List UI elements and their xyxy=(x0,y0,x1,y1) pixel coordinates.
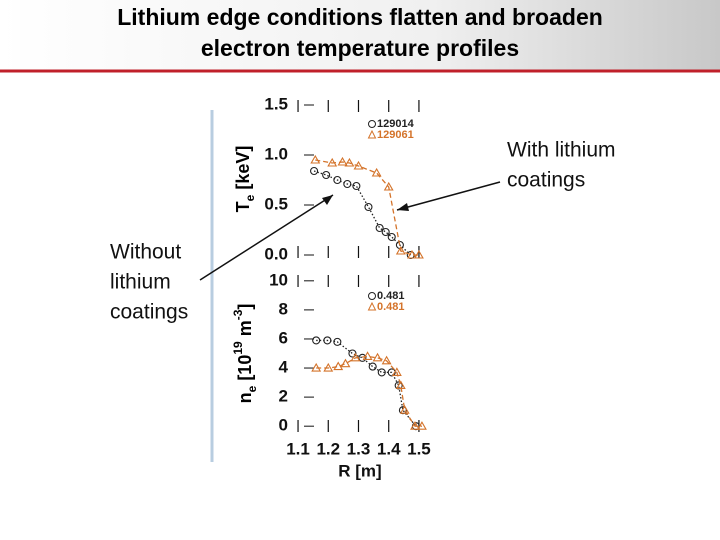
data-point xyxy=(348,349,357,358)
annotation: coatings xyxy=(110,301,188,324)
legend-marker xyxy=(367,129,377,139)
legend-marker xyxy=(368,292,376,300)
legend-label: 0.481 xyxy=(377,290,405,302)
data-point xyxy=(407,249,417,259)
arrow-head xyxy=(322,195,333,205)
data-point xyxy=(375,223,384,233)
legend-marker xyxy=(368,120,376,128)
y-axis-label-part: m xyxy=(235,320,255,341)
data-point xyxy=(333,361,344,371)
data-point xyxy=(387,368,396,377)
data-point xyxy=(337,156,348,166)
y-axis-label-part: e xyxy=(245,385,259,392)
arrow xyxy=(396,181,501,211)
y-tick-label: 0 xyxy=(279,416,288,435)
data-point xyxy=(333,337,342,346)
data-point xyxy=(312,336,321,345)
data-point xyxy=(417,421,427,430)
data-point xyxy=(377,368,386,377)
y-axis-label: Te [keV] xyxy=(233,146,257,213)
data-point xyxy=(310,154,321,164)
data-point xyxy=(364,202,373,212)
legend-marker xyxy=(367,301,377,311)
series-line xyxy=(315,159,419,256)
arrow xyxy=(199,194,334,281)
data-point xyxy=(368,362,377,371)
annotation: Without xyxy=(110,241,181,264)
header-band xyxy=(0,0,720,70)
data-point xyxy=(395,380,406,390)
data-point xyxy=(350,352,361,362)
data-point xyxy=(381,227,390,237)
data-point xyxy=(344,157,355,167)
y-tick-label: 10 xyxy=(269,270,288,289)
x-tick-label: 1.3 xyxy=(347,439,371,458)
y-axis-label-part: [keV] xyxy=(233,146,253,195)
y-axis-label-part: [10 xyxy=(235,355,255,386)
data-point xyxy=(395,245,406,255)
title-line: Lithium edge conditions flatten and broa… xyxy=(117,4,603,30)
x-tick-label: 1.5 xyxy=(407,439,431,458)
y-tick-label: 4 xyxy=(279,358,289,377)
data-point xyxy=(410,421,420,430)
x-tick-label: 1.2 xyxy=(316,439,340,458)
data-point xyxy=(310,166,319,176)
data-point xyxy=(381,355,392,365)
data-point xyxy=(323,362,334,372)
data-point xyxy=(327,157,338,167)
data-point xyxy=(352,181,361,191)
data-point xyxy=(311,362,322,372)
y-axis-label-part: e xyxy=(243,194,257,201)
arrow-head xyxy=(397,203,409,211)
data-point xyxy=(362,351,373,360)
y-axis-label-part: T xyxy=(233,201,253,212)
data-point xyxy=(413,249,424,259)
data-point xyxy=(333,175,342,185)
y-tick-label: 0.5 xyxy=(264,194,288,213)
data-point xyxy=(323,336,332,345)
data-point xyxy=(371,167,382,177)
y-tick-label: 2 xyxy=(279,387,288,406)
data-point xyxy=(353,160,364,170)
legend-label: 129014 xyxy=(377,118,415,130)
annotation: With lithium xyxy=(507,139,616,162)
annotation: coatings xyxy=(507,169,585,192)
data-point xyxy=(383,181,394,191)
x-tick-label: 1.4 xyxy=(377,439,401,458)
annotation: lithium xyxy=(110,271,171,294)
title-line: electron temperature profiles xyxy=(201,35,519,61)
legend-label: 129061 xyxy=(377,129,414,141)
x-tick-label: 1.1 xyxy=(286,439,310,458)
series-line xyxy=(313,170,412,256)
y-tick-label: 1.5 xyxy=(264,94,288,113)
data-point xyxy=(391,367,402,376)
y-axis-label-part: 19 xyxy=(231,341,245,355)
y-axis-label-part: -3 xyxy=(231,309,245,320)
y-axis-label: ne [1019 m-3] xyxy=(231,304,259,404)
y-tick-label: 6 xyxy=(279,328,288,347)
y-axis-label-part: n xyxy=(235,392,255,403)
y-tick-label: 0.0 xyxy=(264,244,288,263)
data-point xyxy=(322,170,331,180)
data-point xyxy=(340,358,351,368)
data-point xyxy=(343,179,352,189)
data-point xyxy=(399,405,410,414)
y-axis-label-part: ] xyxy=(235,304,255,310)
data-point xyxy=(387,232,396,242)
x-axis-label: R [m] xyxy=(338,461,381,480)
y-tick-label: 1.0 xyxy=(264,144,288,163)
data-point xyxy=(372,352,383,362)
legend-label: 0.481 xyxy=(377,301,405,313)
y-tick-label: 8 xyxy=(279,299,288,318)
